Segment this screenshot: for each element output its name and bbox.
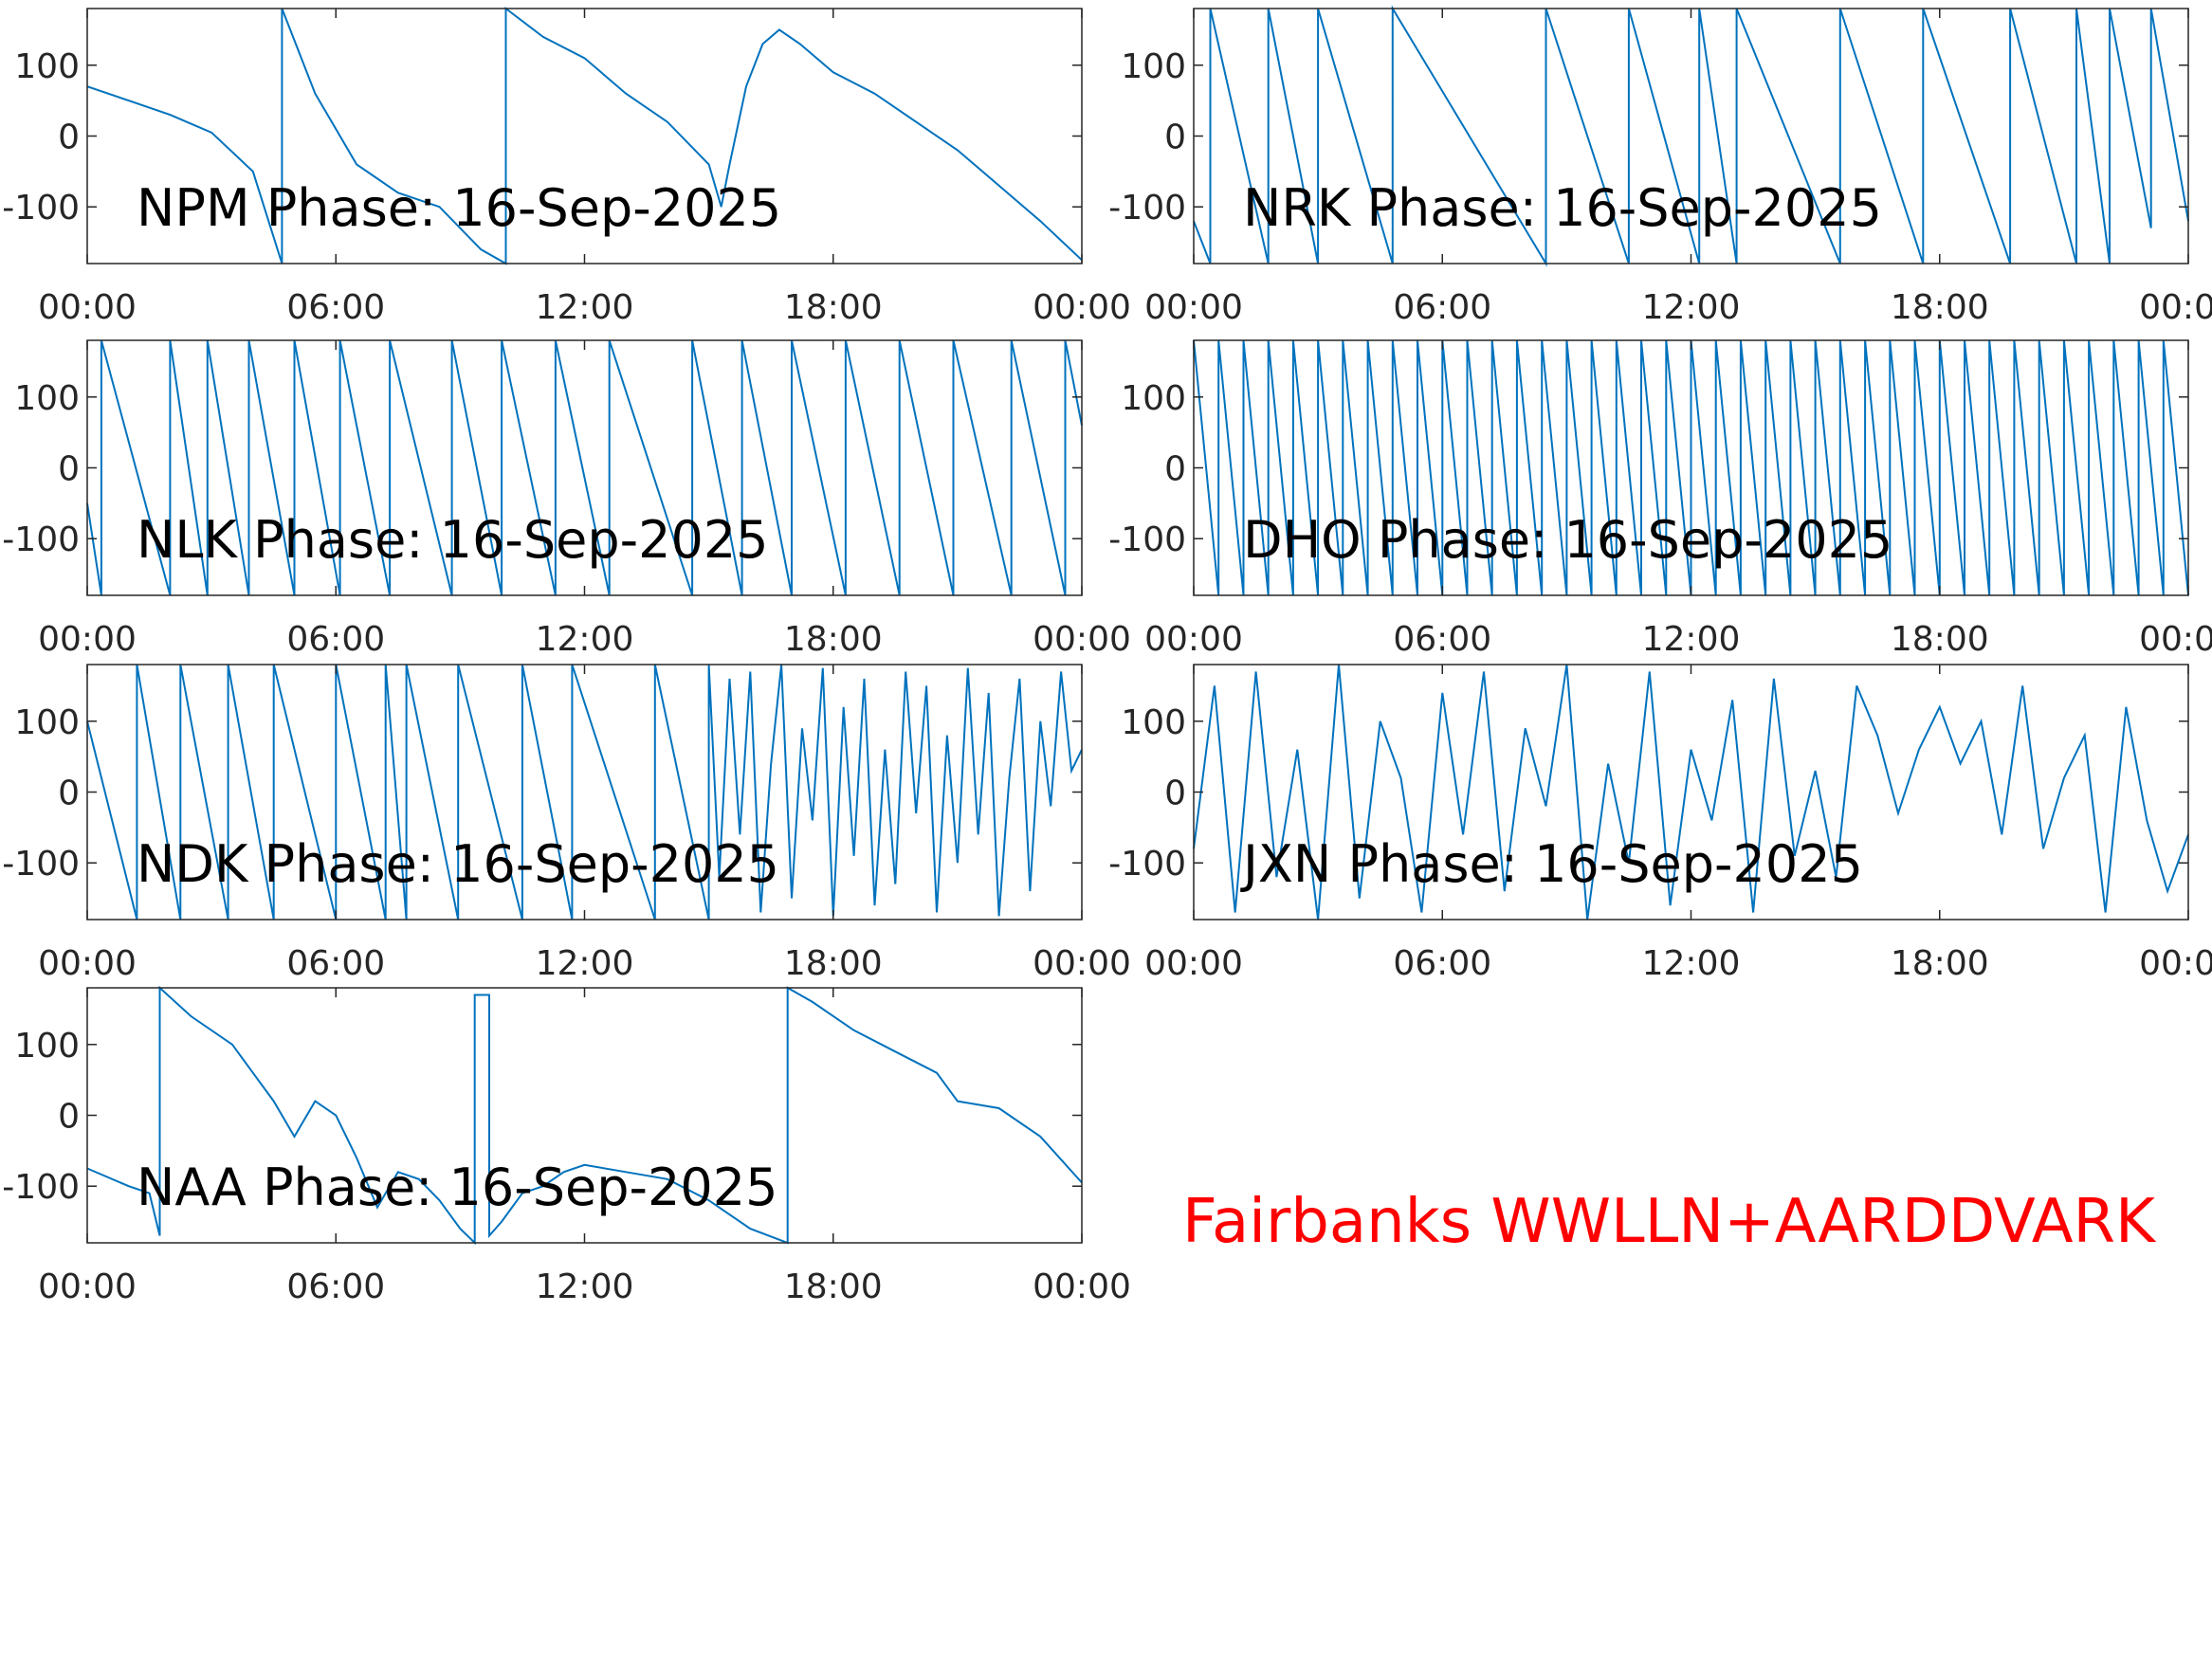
y-tick-label: -100: [1108, 845, 1186, 884]
y-tick-label: -100: [2, 189, 80, 228]
y-tick-label: 100: [1121, 47, 1186, 86]
x-tick-label: 12:00: [536, 620, 634, 659]
x-tick-label: 18:00: [1891, 620, 1989, 659]
x-tick-label: 12:00: [536, 1267, 634, 1306]
x-tick-label: 00:00: [1033, 1267, 1131, 1306]
y-tick-label: 0: [58, 1098, 80, 1137]
y-tick-label: -100: [2, 1168, 80, 1207]
y-tick-label: 100: [14, 1027, 80, 1066]
panel-title: NRK Phase: 16-Sep-2025: [1243, 178, 1882, 238]
y-tick-label: 100: [14, 47, 80, 86]
y-tick-label: 0: [58, 118, 80, 157]
x-tick-label: 00:00: [38, 944, 137, 983]
x-tick-label: 12:00: [1642, 288, 1741, 327]
x-tick-label: 12:00: [536, 944, 634, 983]
x-tick-label: 06:00: [1393, 620, 1491, 659]
x-tick-label: 00:00: [1033, 944, 1131, 983]
x-tick-label: 18:00: [1891, 288, 1989, 327]
y-tick-label: 0: [58, 450, 80, 489]
x-tick-label: 18:00: [784, 288, 883, 327]
x-tick-label: 00:00: [38, 1267, 137, 1306]
x-tick-label: 12:00: [536, 288, 634, 327]
panel-title: NDK Phase: 16-Sep-2025: [137, 834, 779, 894]
y-tick-label: -100: [2, 845, 80, 884]
y-tick-label: -100: [1108, 189, 1186, 228]
x-tick-label: 18:00: [1891, 944, 1989, 983]
x-tick-label: 06:00: [1393, 944, 1491, 983]
x-tick-label: 00:00: [1033, 620, 1131, 659]
x-tick-label: 06:00: [286, 620, 385, 659]
y-tick-label: 0: [58, 775, 80, 813]
phase-line: [1193, 664, 2189, 921]
panel-title: JXN Phase: 16-Sep-2025: [1240, 834, 1863, 894]
x-tick-label: 00:00: [1033, 288, 1131, 327]
y-tick-label: 100: [14, 379, 80, 418]
x-tick-label: 06:00: [286, 288, 385, 327]
x-tick-label: 00:00: [1144, 944, 1243, 983]
annotation: Fairbanks WWLLN+AARDDVARK: [1182, 1187, 2157, 1257]
y-tick-label: 100: [1121, 703, 1186, 742]
x-tick-label: 18:00: [784, 620, 883, 659]
y-tick-label: 100: [1121, 379, 1186, 418]
x-tick-label: 00:00: [2139, 288, 2212, 327]
phase-line: [86, 339, 1083, 596]
y-tick-label: -100: [2, 520, 80, 559]
y-tick-label: 0: [1164, 775, 1186, 813]
x-tick-label: 06:00: [1393, 288, 1491, 327]
x-tick-label: 00:00: [2139, 944, 2212, 983]
x-tick-label: 00:00: [1144, 288, 1243, 327]
x-tick-label: 12:00: [1642, 944, 1741, 983]
x-tick-label: 18:00: [784, 1267, 883, 1306]
x-tick-label: 00:00: [38, 288, 137, 327]
panel-title: NLK Phase: 16-Sep-2025: [137, 510, 769, 570]
panel-title: NPM Phase: 16-Sep-2025: [137, 178, 781, 238]
y-tick-label: -100: [1108, 520, 1186, 559]
x-tick-label: 00:00: [2139, 620, 2212, 659]
phase-line: [1193, 339, 2189, 596]
y-tick-label: 100: [14, 703, 80, 742]
x-tick-label: 00:00: [1144, 620, 1243, 659]
phase-line: [1193, 5, 2189, 267]
y-tick-label: 0: [1164, 118, 1186, 157]
x-tick-label: 06:00: [286, 944, 385, 983]
y-tick-label: 0: [1164, 450, 1186, 489]
phase-line: [86, 6, 1083, 265]
phase-line: [86, 985, 1083, 1246]
panel-title: NAA Phase: 16-Sep-2025: [137, 1158, 777, 1217]
panel-title: DHO Phase: 16-Sep-2025: [1243, 510, 1892, 570]
x-tick-label: 06:00: [286, 1267, 385, 1306]
x-tick-label: 12:00: [1642, 620, 1741, 659]
x-tick-label: 00:00: [38, 620, 137, 659]
x-tick-label: 18:00: [784, 944, 883, 983]
